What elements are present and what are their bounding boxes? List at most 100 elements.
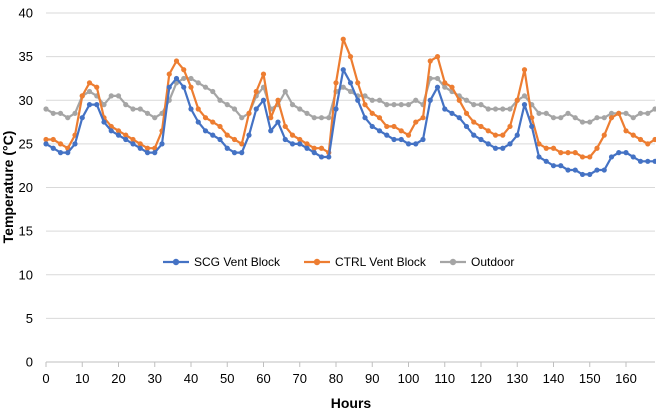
data-point-ctrl-vent-block [536, 141, 542, 147]
data-point-outdoor [188, 75, 194, 82]
data-point-scg-vent-block [514, 132, 520, 138]
data-point-ctrl-vent-block [398, 128, 404, 134]
data-point-scg-vent-block [101, 119, 107, 125]
data-point-outdoor [224, 102, 230, 108]
data-point-scg-vent-block [86, 102, 93, 108]
data-point-scg-vent-block [282, 136, 288, 143]
data-point-outdoor [152, 115, 158, 121]
data-point-scg-vent-block [123, 136, 129, 143]
data-point-outdoor [181, 75, 187, 82]
data-point-scg-vent-block [405, 141, 412, 147]
y-tick-label: 10 [19, 267, 33, 282]
data-point-scg-vent-block [50, 145, 56, 151]
data-point-ctrl-vent-block [188, 84, 194, 90]
data-point-ctrl-vent-block [471, 119, 477, 125]
data-point-ctrl-vent-block [376, 115, 383, 121]
data-point-ctrl-vent-block [369, 110, 375, 116]
gridlines [46, 12, 655, 319]
data-point-scg-vent-block [565, 167, 571, 173]
data-point-outdoor [463, 97, 470, 103]
data-point-scg-vent-block [297, 141, 303, 147]
data-point-ctrl-vent-block [623, 128, 629, 134]
data-point-ctrl-vent-block [405, 132, 412, 138]
data-point-outdoor [630, 115, 636, 121]
data-point-scg-vent-block [485, 141, 491, 147]
y-axis-title: Temperature (°C) [0, 131, 16, 244]
data-point-scg-vent-block [181, 84, 187, 90]
data-point-scg-vent-block [231, 150, 238, 156]
data-point-outdoor [304, 110, 310, 116]
data-point-scg-vent-block [427, 97, 433, 103]
data-point-ctrl-vent-block [86, 80, 93, 86]
data-point-ctrl-vent-block [253, 88, 259, 95]
x-tick-label: 160 [615, 371, 637, 386]
x-tick-label: 40 [184, 371, 198, 386]
x-tick-label: 80 [329, 371, 343, 386]
data-point-ctrl-vent-block [166, 71, 172, 77]
x-tick-label: 60 [256, 371, 270, 386]
data-point-outdoor [144, 110, 151, 116]
data-point-outdoor [478, 102, 484, 108]
data-point-scg-vent-block [442, 106, 448, 112]
data-point-outdoor [318, 115, 325, 121]
data-point-scg-vent-block [630, 154, 636, 160]
data-point-scg-vent-block [217, 136, 223, 143]
data-point-ctrl-vent-block [630, 132, 636, 138]
data-point-ctrl-vent-block [347, 54, 354, 60]
data-point-outdoor [297, 106, 303, 112]
data-point-scg-vent-block [173, 75, 180, 82]
data-point-outdoor [587, 119, 593, 125]
data-point-outdoor [485, 106, 491, 112]
data-point-scg-vent-block [608, 154, 615, 160]
axes [45, 361, 655, 367]
data-point-scg-vent-block [492, 145, 499, 151]
data-point-outdoor [391, 102, 397, 108]
data-point-ctrl-vent-block [231, 136, 238, 143]
data-point-scg-vent-block [144, 150, 151, 156]
data-point-outdoor [202, 84, 209, 90]
data-point-outdoor [115, 93, 122, 99]
data-point-scg-vent-block [384, 132, 390, 138]
data-point-scg-vent-block [550, 163, 557, 169]
data-point-scg-vent-block [333, 106, 339, 112]
data-point-ctrl-vent-block [43, 136, 49, 143]
data-point-outdoor [210, 88, 216, 95]
data-point-ctrl-vent-block [478, 123, 484, 130]
data-point-scg-vent-block [398, 136, 404, 143]
data-point-ctrl-vent-block [79, 93, 85, 99]
data-point-scg-vent-block [79, 115, 85, 121]
data-point-ctrl-vent-block [130, 136, 136, 143]
data-point-scg-vent-block [289, 141, 296, 147]
data-point-ctrl-vent-block [565, 150, 571, 156]
data-point-ctrl-vent-block [246, 110, 252, 116]
data-point-ctrl-vent-block [434, 54, 441, 60]
data-point-outdoor [326, 115, 332, 121]
data-point-scg-vent-block [362, 115, 368, 121]
data-point-outdoor [57, 110, 64, 116]
y-tick-label: 15 [19, 224, 33, 239]
data-point-outdoor [608, 110, 615, 116]
data-point-outdoor [536, 110, 542, 116]
legend: SCG Vent Block CTRL Vent Block Outdoor [163, 255, 514, 269]
data-point-outdoor [623, 110, 629, 116]
data-point-scg-vent-block [558, 163, 564, 169]
data-point-ctrl-vent-block [420, 115, 426, 121]
data-point-outdoor [282, 88, 288, 95]
data-point-ctrl-vent-block [579, 154, 586, 160]
data-point-scg-vent-block [572, 167, 578, 173]
data-point-outdoor [101, 102, 107, 108]
data-point-ctrl-vent-block [260, 71, 267, 77]
data-point-scg-vent-block [253, 106, 259, 112]
data-point-outdoor [521, 93, 528, 99]
x-tick-label: 130 [506, 371, 528, 386]
data-point-ctrl-vent-block [318, 145, 325, 151]
data-point-scg-vent-block [108, 128, 114, 134]
data-point-scg-vent-block [188, 106, 194, 112]
data-point-ctrl-vent-block [543, 145, 549, 151]
legend-marker-scg-vent-block [172, 258, 180, 266]
data-point-ctrl-vent-block [289, 132, 296, 138]
y-tick-label: 30 [19, 93, 33, 108]
data-point-outdoor [108, 93, 114, 99]
x-tick-label: 0 [42, 371, 49, 386]
